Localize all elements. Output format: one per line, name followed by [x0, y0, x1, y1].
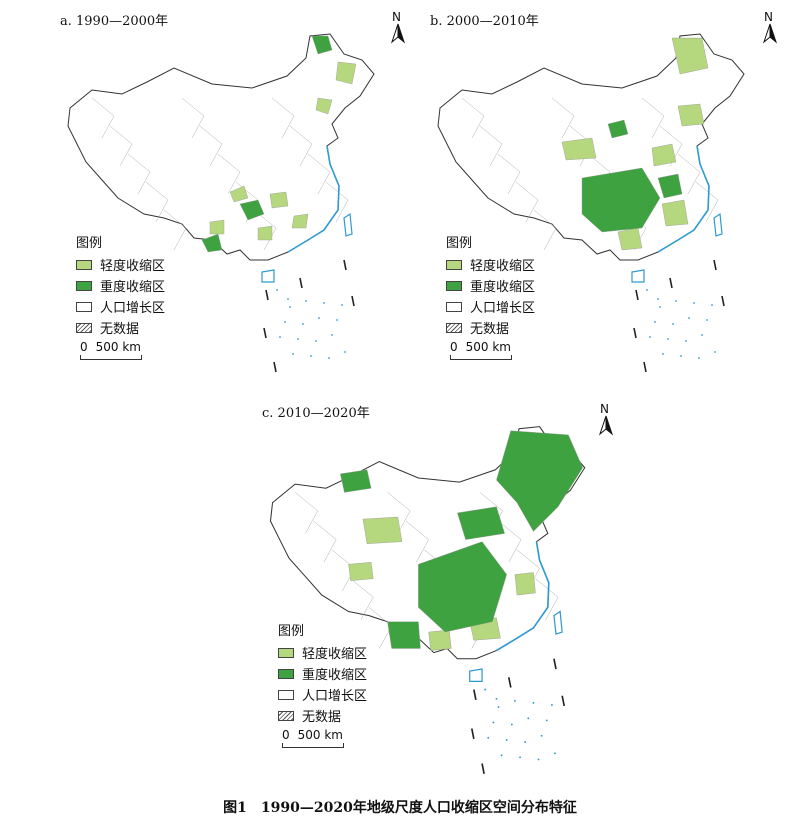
china-map	[269, 426, 586, 774]
legend-swatch	[76, 259, 92, 270]
legend-label: 无数据	[302, 710, 342, 725]
legend-item-light: 轻度收缩区	[76, 254, 165, 275]
legend-title: 图例	[446, 236, 473, 251]
china-map	[67, 33, 375, 373]
map-panel-a: a. 1990—2000年 N 图例 轻度收缩区 重度收缩区 人口增长区 无数据…	[60, 10, 410, 380]
panel-title: b. 2000—2010年	[430, 14, 539, 29]
legend-swatch	[76, 280, 92, 291]
legend: 图例 轻度收缩区 重度收缩区 人口增长区 无数据	[446, 232, 535, 338]
legend-title: 图例	[76, 236, 103, 251]
map-body	[67, 33, 375, 373]
legend: 图例 轻度收缩区 重度收缩区 人口增长区 无数据	[76, 232, 165, 338]
legend-item-nodata: 无数据	[446, 317, 535, 338]
legend-item-light: 轻度收缩区	[446, 254, 535, 275]
legend-swatch	[76, 322, 92, 333]
legend-swatch	[278, 668, 294, 679]
scale-zero: 0	[282, 728, 290, 742]
legend-label: 人口增长区	[470, 301, 536, 316]
china-map	[437, 33, 745, 373]
legend-label: 人口增长区	[302, 689, 368, 704]
north-arrow-icon: N	[596, 402, 616, 436]
map-body	[269, 426, 586, 774]
legend-item-growth: 人口增长区	[446, 296, 535, 317]
legend-label: 无数据	[100, 322, 140, 337]
legend-item-growth: 人口增长区	[76, 296, 165, 317]
map-panel-b: b. 2000—2010年 N 图例 轻度收缩区 重度收缩区 人口增长区 无数据…	[430, 10, 780, 380]
legend-swatch	[446, 259, 462, 270]
legend-item-heavy: 重度收缩区	[76, 275, 165, 296]
legend-item-heavy: 重度收缩区	[278, 663, 367, 684]
scale-bar: 0 500 km	[450, 340, 512, 360]
north-arrow-icon: N	[388, 10, 408, 44]
legend-swatch	[446, 280, 462, 291]
legend-swatch	[76, 301, 92, 312]
legend-swatch	[446, 322, 462, 333]
legend-item-growth: 人口增长区	[278, 684, 367, 705]
legend: 图例 轻度收缩区 重度收缩区 人口增长区 无数据	[278, 620, 367, 726]
legend-item-light: 轻度收缩区	[278, 642, 367, 663]
scale-label: 500 km	[465, 340, 511, 354]
legend-item-nodata: 无数据	[278, 705, 367, 726]
figure-caption: 图1 1990—2020年地级尺度人口收缩区空间分布特征	[223, 800, 577, 816]
legend-swatch	[446, 301, 462, 312]
legend-label: 重度收缩区	[100, 280, 166, 295]
scale-label: 500 km	[297, 728, 343, 742]
panel-title: a. 1990—2000年	[60, 14, 169, 29]
panel-title: c. 2010—2020年	[262, 406, 370, 421]
scale-zero: 0	[450, 340, 458, 354]
map-body	[437, 33, 745, 373]
legend-label: 轻度收缩区	[100, 259, 166, 274]
scale-bar: 0 500 km	[80, 340, 142, 360]
legend-title: 图例	[278, 624, 305, 639]
legend-item-nodata: 无数据	[76, 317, 165, 338]
scale-zero: 0	[80, 340, 88, 354]
legend-swatch	[278, 647, 294, 658]
legend-label: 重度收缩区	[470, 280, 536, 295]
map-panel-c: c. 2010—2020年 N 图例 轻度收缩区 重度收缩区 人口增长区 无数据…	[262, 402, 622, 782]
legend-label: 人口增长区	[100, 301, 166, 316]
legend-label: 无数据	[470, 322, 510, 337]
legend-item-heavy: 重度收缩区	[446, 275, 535, 296]
scale-bar: 0 500 km	[282, 728, 344, 748]
legend-label: 轻度收缩区	[302, 647, 368, 662]
north-arrow-icon: N	[760, 10, 780, 44]
legend-label: 重度收缩区	[302, 668, 368, 683]
legend-swatch	[278, 689, 294, 700]
legend-swatch	[278, 710, 294, 721]
scale-label: 500 km	[95, 340, 141, 354]
legend-label: 轻度收缩区	[470, 259, 536, 274]
